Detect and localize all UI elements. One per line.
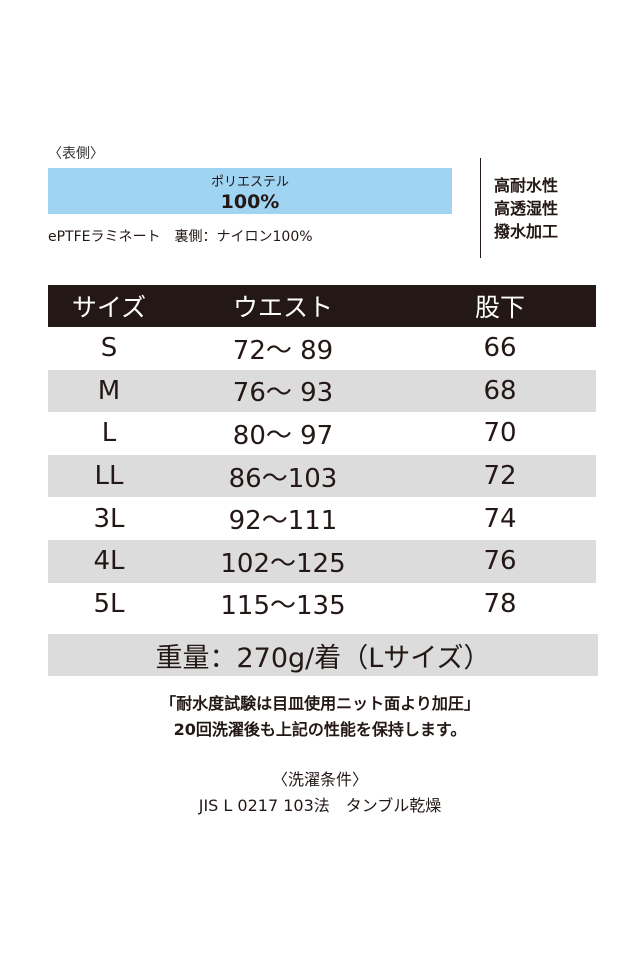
table-row: 3L 92～111 74 bbox=[48, 497, 596, 540]
inseam-cell: 68 bbox=[483, 375, 517, 406]
size-cell: 4L bbox=[93, 546, 125, 577]
size-cell: L bbox=[101, 418, 117, 449]
washing-condition: JIS L 0217 103法 タンブル乾燥 bbox=[198, 796, 442, 815]
divider bbox=[480, 158, 481, 258]
inseam-cell: 74 bbox=[483, 503, 517, 534]
waist-cell: 92～111 bbox=[228, 506, 338, 537]
table-header: サイズ ウエスト 股下 bbox=[48, 285, 596, 327]
waist-cell: 86～103 bbox=[228, 463, 338, 494]
feature-item: 高耐水性 bbox=[494, 176, 559, 195]
fabric-percent: 100% bbox=[220, 191, 280, 213]
table-row: L 80～ 97 70 bbox=[48, 412, 596, 455]
waist-cell: 115～135 bbox=[220, 591, 346, 622]
table-row: S 72～ 89 66 bbox=[48, 327, 596, 370]
inseam-cell: 72 bbox=[483, 461, 517, 492]
features-list: 高耐水性 高透湿性 撥水加工 bbox=[494, 174, 558, 243]
inseam-cell: 70 bbox=[483, 418, 517, 449]
header-waist: ウエスト bbox=[232, 293, 333, 322]
waist-cell: 102～125 bbox=[220, 548, 346, 579]
table-row: LL 86～103 72 bbox=[48, 454, 596, 498]
test-note: 「耐水度試験は目皿使用ニット面より加圧」 bbox=[160, 694, 480, 713]
size-cell: 5L bbox=[93, 588, 125, 619]
size-table: サイズ ウエスト 股下 S 72～ 89 66 M 76～ 93 68 L 80… bbox=[48, 285, 596, 625]
size-cell: S bbox=[100, 333, 118, 364]
header-inseam: 股下 bbox=[474, 293, 525, 322]
washing-title: 〈洗濯条件〉 bbox=[271, 770, 368, 789]
feature-item: 高透湿性 bbox=[494, 199, 559, 218]
table-row: 5L 115～135 78 bbox=[48, 583, 596, 626]
table-row: 4L 102～125 76 bbox=[48, 539, 596, 583]
inseam-cell: 66 bbox=[483, 333, 517, 364]
material-box: ポリエステル 100% bbox=[48, 168, 452, 214]
feature-item: 撥水加工 bbox=[494, 222, 559, 241]
table-row: M 76～ 93 68 bbox=[48, 369, 596, 413]
laminate-text: ePTFEラミネート 裏側：ナイロン100% bbox=[48, 229, 313, 245]
header-size: サイズ bbox=[71, 293, 147, 322]
weight-bar: 重量：270g/着（Lサイズ） bbox=[48, 634, 598, 676]
inseam-cell: 76 bbox=[483, 546, 517, 577]
front-side-label: 〈表側〉 bbox=[48, 146, 104, 162]
waist-cell: 80～ 97 bbox=[232, 420, 334, 451]
size-cell: LL bbox=[94, 461, 124, 492]
performance-note: 20回洗濯後も上記の性能を保持します。 bbox=[173, 720, 467, 739]
fabric-name: ポリエステル bbox=[210, 175, 289, 190]
size-cell: M bbox=[97, 375, 121, 406]
waist-cell: 72～ 89 bbox=[232, 335, 334, 366]
inseam-cell: 78 bbox=[483, 588, 517, 619]
size-cell: 3L bbox=[93, 503, 125, 534]
waist-cell: 76～ 93 bbox=[232, 378, 334, 409]
